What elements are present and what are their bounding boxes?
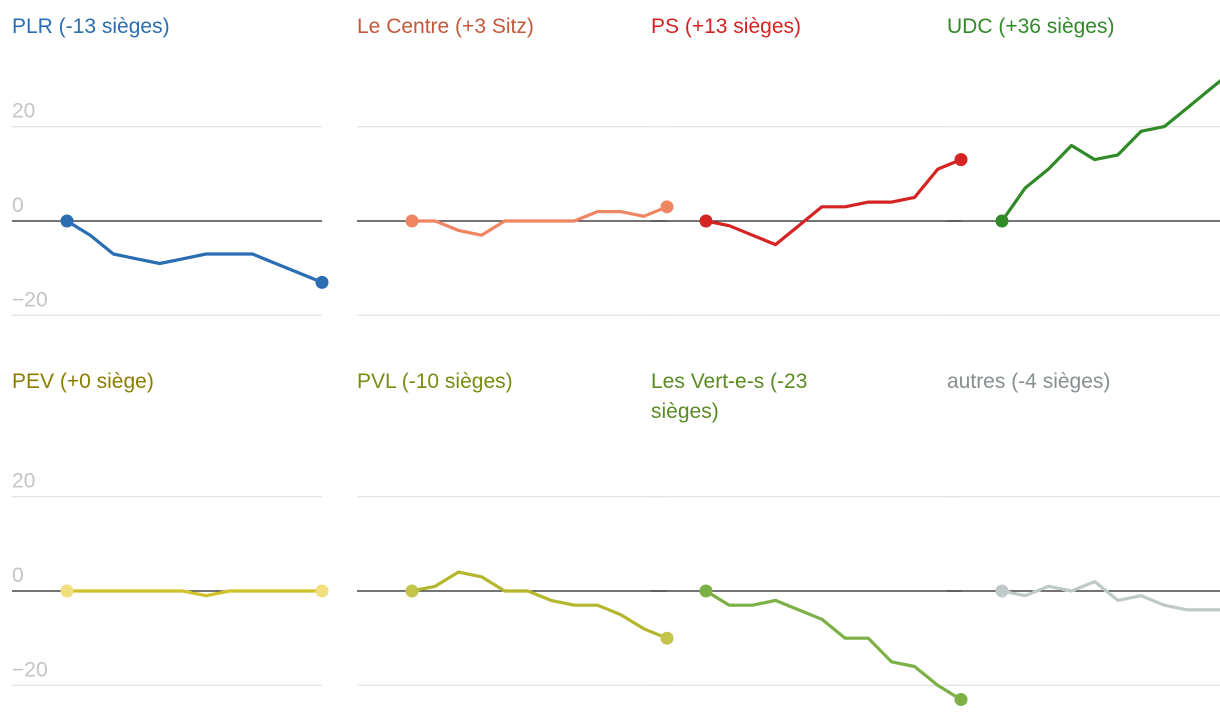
- panel-3: UDC (+36 sièges): [947, 15, 1220, 316]
- panel-title: PS (+13 sièges): [651, 15, 801, 38]
- panel-title: PLR (-13 sièges): [12, 15, 170, 38]
- y-tick-label: 0: [12, 194, 24, 217]
- panel-title: Les Vert-e-s (-23 sièges): [651, 370, 807, 423]
- series-line: [1000, 79, 1220, 223]
- end-point: [660, 631, 674, 645]
- start-point: [699, 214, 713, 228]
- series-line: [65, 219, 324, 284]
- panel-6: Les Vert-e-s (-23 sièges): [651, 370, 968, 707]
- end-point: [954, 153, 968, 167]
- start-point: [405, 584, 419, 598]
- end-point: [954, 693, 968, 707]
- panel-7: autres (-4 sièges): [947, 370, 1220, 687]
- y-tick-label: 20: [12, 470, 35, 493]
- y-tick-label: −20: [12, 288, 48, 311]
- panel-2: PS (+13 sièges): [651, 15, 968, 316]
- panel-title: UDC (+36 sièges): [947, 15, 1114, 38]
- series-line: [704, 158, 963, 247]
- panel-4: −20 0 20 PEV (+0 siège): [12, 370, 329, 687]
- start-point: [405, 214, 419, 228]
- start-point: [60, 214, 74, 228]
- start-point: [995, 584, 1009, 598]
- panel-title: PVL (-10 sièges): [357, 370, 513, 393]
- series-line: [704, 589, 963, 702]
- end-point: [660, 200, 674, 214]
- panel-1: Le Centre (+3 Sitz): [357, 15, 674, 316]
- y-tick-label: 0: [12, 564, 24, 587]
- series-line: [410, 570, 669, 640]
- start-point: [60, 584, 74, 598]
- y-tick-label: −20: [12, 658, 48, 681]
- start-point: [699, 584, 713, 598]
- panel-0: −20 0 20 PLR (-13 sièges): [12, 15, 329, 316]
- panel-title: autres (-4 sièges): [947, 370, 1110, 393]
- panel-title: Le Centre (+3 Sitz): [357, 15, 534, 38]
- start-point: [995, 214, 1009, 228]
- series-line: [1000, 579, 1220, 612]
- y-tick-label: 20: [12, 100, 35, 123]
- end-point: [315, 584, 329, 598]
- series-line: [65, 589, 324, 598]
- panel-title: PEV (+0 siège): [12, 370, 154, 393]
- end-point: [315, 275, 329, 289]
- panel-5: PVL (-10 sièges): [357, 370, 674, 687]
- series-line: [410, 205, 669, 237]
